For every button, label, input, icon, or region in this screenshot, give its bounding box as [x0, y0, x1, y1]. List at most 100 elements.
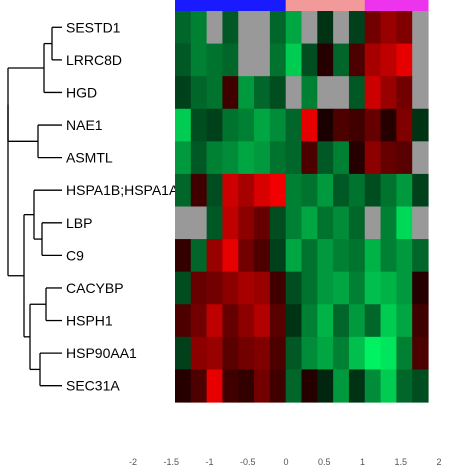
gene-labels: SESTD1 LRRC8D HGD NAE1 ASMTL HSPA1B;HSPA1A LBP… — [66, 19, 179, 393]
gene-label: C9 — [66, 247, 84, 263]
gene-label: CACYBP — [66, 280, 124, 296]
heatmap-cell — [269, 206, 287, 240]
heatmap-cell — [412, 206, 429, 240]
heatmap-cell — [222, 108, 239, 142]
heatmap-cell — [412, 43, 429, 77]
heatmap-cell — [333, 173, 350, 208]
heatmap-cell — [190, 239, 208, 273]
heatmap-cell — [190, 369, 208, 403]
heatmap-cell — [190, 108, 208, 142]
heatmap-cell — [285, 271, 303, 305]
heatmap-cell — [364, 369, 382, 403]
heatmap-cell — [333, 206, 350, 240]
heatmap-cell — [380, 239, 397, 273]
heatmap-cell — [190, 43, 208, 77]
heatmap-cell — [190, 206, 208, 240]
scale-tick-label: -1 — [205, 457, 213, 467]
row-dendrogram — [7, 26, 62, 387]
heatmap-cell — [364, 336, 382, 371]
heatmap-cell — [238, 304, 255, 338]
heatmap-cell — [238, 43, 255, 77]
heatmap-cell — [380, 369, 397, 403]
heatmap-cell — [380, 141, 397, 175]
heatmap-cell — [348, 271, 366, 305]
heatmap-cell — [222, 206, 239, 240]
scale-tick-label: 0.5 — [318, 457, 331, 467]
heatmap-cell — [222, 141, 239, 175]
heatmap-cell — [254, 43, 271, 77]
heatmap-cell — [333, 108, 350, 142]
heatmap-cell — [348, 206, 366, 240]
heatmap-cell — [175, 43, 192, 77]
heatmap-cell — [285, 336, 303, 371]
heatmap-cell — [317, 336, 334, 371]
column-group-bar — [175, 0, 429, 11]
heatmap-cell — [364, 11, 382, 45]
heatmap-cell — [190, 141, 208, 175]
heatmap-cell — [222, 11, 239, 45]
column-group-1 — [175, 0, 287, 11]
heatmap-cell — [348, 108, 366, 142]
heatmap-cell — [175, 108, 192, 142]
gene-label: HSPA1B;HSPA1A — [66, 182, 179, 198]
heatmap-cell — [190, 76, 208, 110]
heatmap-cell — [317, 369, 334, 403]
heatmap-cell — [380, 108, 397, 142]
heatmap-cell — [348, 369, 366, 403]
heatmap-cell — [285, 206, 303, 240]
heatmap-cell — [206, 271, 224, 305]
heatmap-cell — [175, 173, 192, 208]
heatmap-cell — [269, 141, 287, 175]
heatmap-cell — [301, 336, 318, 371]
heatmap-cell — [301, 271, 318, 305]
heatmap-cell — [301, 304, 318, 338]
color-scale-ticks: -2 -1.5 -1 -0.5 0 0.5 1 1.5 2 — [129, 457, 442, 467]
heatmap-cell — [269, 304, 287, 338]
gene-label: SEC31A — [66, 378, 120, 394]
heatmap-cell — [348, 76, 366, 110]
heatmap-cell — [269, 239, 287, 273]
heatmap-cell — [285, 173, 303, 208]
heatmap-cell — [206, 304, 224, 338]
heatmap-cell — [254, 206, 271, 240]
heatmap-cell — [364, 108, 382, 142]
gene-label: HSP90AA1 — [66, 345, 137, 361]
heatmap-cell — [222, 369, 239, 403]
heatmap-cell — [254, 173, 271, 208]
heatmap-cell — [396, 336, 413, 371]
heatmap-cell — [380, 43, 397, 77]
heatmap-cell — [285, 304, 303, 338]
heatmap-cell — [206, 206, 224, 240]
scale-tick-label: -2 — [129, 457, 137, 467]
heatmap-cell — [269, 43, 287, 77]
heatmap-cell — [396, 76, 413, 110]
gene-label: HGD — [66, 85, 97, 101]
heatmap-cell — [254, 336, 271, 371]
heatmap-cell — [254, 239, 271, 273]
heatmap-cell — [301, 108, 318, 142]
heatmap-cell — [222, 271, 239, 305]
heatmap-cell — [222, 173, 239, 208]
heatmap-cell — [285, 76, 303, 110]
heatmap-cell — [190, 271, 208, 305]
heatmap-cell — [175, 76, 192, 110]
heatmap-cell — [301, 141, 318, 175]
heatmap-cell — [175, 141, 192, 175]
heatmap-cell — [238, 108, 255, 142]
heatmap-cell — [380, 336, 397, 371]
heatmap-cell — [380, 271, 397, 305]
heatmap-cell — [254, 11, 271, 45]
heatmap-cell — [333, 141, 350, 175]
heatmap-cell — [269, 108, 287, 142]
heatmap-cell — [285, 141, 303, 175]
heatmap-cell — [333, 271, 350, 305]
heatmap-cell — [380, 76, 397, 110]
heatmap-cell — [285, 239, 303, 273]
heatmap-cell — [206, 43, 224, 77]
column-group-3 — [364, 0, 429, 11]
heatmap-cell — [396, 271, 413, 305]
heatmap-cell — [190, 11, 208, 45]
heatmap-cell — [222, 336, 239, 371]
heatmap-cell — [412, 239, 429, 273]
heatmap-cell — [238, 239, 255, 273]
